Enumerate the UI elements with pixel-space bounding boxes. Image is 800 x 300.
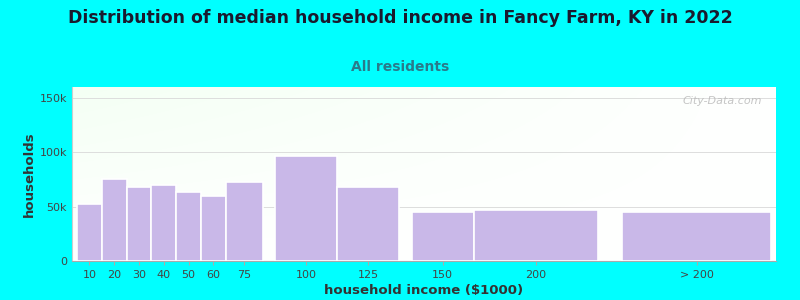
Bar xyxy=(201,196,226,261)
Bar xyxy=(226,182,263,261)
Bar xyxy=(622,212,771,261)
Bar xyxy=(275,155,338,261)
Bar xyxy=(151,185,176,261)
Bar xyxy=(77,205,102,261)
Text: City-Data.com: City-Data.com xyxy=(682,96,762,106)
Bar xyxy=(176,193,201,261)
X-axis label: household income ($1000): household income ($1000) xyxy=(325,284,523,297)
Y-axis label: households: households xyxy=(22,131,35,217)
Bar xyxy=(474,210,598,261)
Bar xyxy=(102,179,126,261)
Bar xyxy=(338,187,399,261)
Text: All residents: All residents xyxy=(351,60,449,74)
Text: Distribution of median household income in Fancy Farm, KY in 2022: Distribution of median household income … xyxy=(68,9,732,27)
Bar xyxy=(412,212,474,261)
Bar xyxy=(126,187,151,261)
